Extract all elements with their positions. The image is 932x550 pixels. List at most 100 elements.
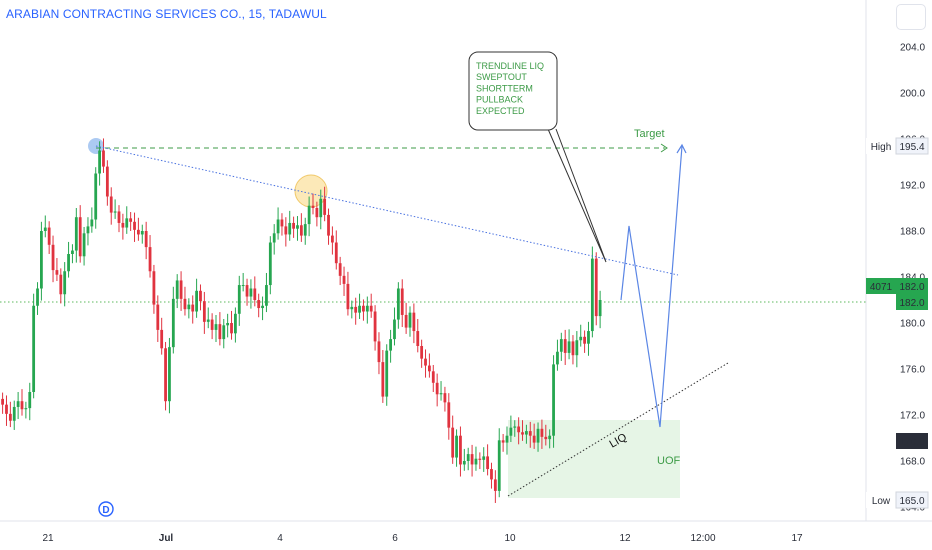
y-tick-label: 200.0 — [900, 89, 925, 100]
candle-body — [32, 305, 36, 392]
candle — [230, 310, 233, 340]
candle — [191, 295, 195, 324]
volume-badge-text: 4071 — [870, 282, 893, 293]
candle — [140, 224, 144, 244]
candle — [210, 313, 214, 340]
chart-settings-button[interactable] — [896, 4, 926, 30]
candle — [148, 235, 152, 278]
callout-line: SWEPTOUT — [476, 72, 527, 82]
candle-body — [276, 219, 280, 234]
candle — [98, 141, 101, 186]
candle — [486, 444, 489, 476]
callout-line: PULLBACK — [476, 95, 523, 105]
candle-body — [36, 288, 39, 306]
candle-body — [230, 323, 233, 334]
candle-body — [43, 227, 47, 231]
candle — [493, 470, 497, 503]
candle — [431, 364, 435, 392]
candle-body — [90, 219, 94, 227]
candle-body — [210, 319, 214, 330]
candle — [199, 284, 202, 311]
candle-body — [284, 226, 288, 235]
candle-body — [82, 233, 86, 257]
candle-body — [571, 341, 575, 356]
callout-line: EXPECTED — [476, 106, 525, 116]
candle — [20, 389, 24, 416]
candle-body — [412, 312, 416, 332]
candle-body — [137, 229, 140, 235]
candle-body — [350, 306, 354, 310]
candle-body — [439, 393, 443, 395]
y-tick-label: 176.0 — [900, 365, 925, 376]
candle — [160, 317, 164, 355]
candle — [439, 381, 443, 401]
candle-body — [133, 221, 136, 230]
candle — [377, 332, 381, 375]
y-tick-label: 180.0 — [900, 319, 925, 330]
candle — [497, 428, 501, 498]
candle-body — [369, 305, 373, 312]
candle-body — [447, 402, 451, 428]
candle — [245, 278, 249, 306]
candle — [71, 244, 74, 264]
candle-body — [389, 339, 392, 351]
candle — [226, 313, 230, 338]
candle — [78, 205, 82, 263]
candle — [571, 335, 575, 365]
candle — [222, 318, 226, 349]
callout-line: SHORTTERM — [476, 83, 533, 93]
candle — [202, 291, 206, 334]
candle-body — [222, 325, 226, 340]
candle — [517, 417, 521, 445]
candle — [261, 296, 264, 321]
candle — [525, 424, 528, 444]
descending-trendline — [95, 145, 679, 276]
chart-title: ARABIAN CONTRACTING SERVICES CO., 15, TA… — [6, 7, 327, 21]
candle-body — [171, 298, 175, 348]
candle — [513, 420, 517, 437]
uof-label: UOF — [657, 455, 681, 467]
candle — [509, 415, 513, 443]
candle-body — [331, 235, 334, 243]
candle — [218, 312, 222, 346]
candle — [362, 299, 365, 321]
candle-body — [20, 401, 24, 410]
x-tick-label: 17 — [791, 533, 803, 544]
candle-body — [218, 324, 222, 340]
candle — [55, 258, 59, 282]
candle-body — [490, 469, 493, 480]
candle-body — [583, 336, 586, 344]
candle — [63, 262, 67, 307]
candle-body — [160, 329, 164, 349]
candle — [292, 216, 295, 238]
candle — [482, 447, 486, 472]
candle — [74, 208, 78, 263]
candle — [381, 350, 385, 403]
candle — [470, 444, 474, 477]
candle-body — [342, 275, 346, 284]
candle-body — [8, 413, 12, 421]
candle-body — [249, 288, 253, 297]
candle-body — [525, 431, 528, 435]
candle — [43, 215, 47, 238]
candle-body — [257, 300, 261, 309]
last-price-badge-text: 182.0 — [899, 282, 924, 293]
candle-body — [315, 208, 319, 218]
candle-body — [296, 225, 299, 229]
candle — [183, 286, 187, 316]
candle — [393, 307, 396, 346]
candle — [459, 426, 462, 477]
candle-body — [501, 440, 505, 443]
candle-body — [175, 280, 179, 299]
candle-body — [261, 305, 264, 309]
candle-body — [5, 404, 8, 414]
candle — [288, 210, 292, 241]
candle — [350, 300, 354, 319]
candle — [59, 268, 63, 304]
candle-body — [105, 166, 109, 197]
candle-body — [86, 226, 90, 234]
y-tick-label: 192.0 — [900, 181, 925, 192]
candle — [214, 314, 218, 342]
candle-body — [303, 224, 307, 236]
